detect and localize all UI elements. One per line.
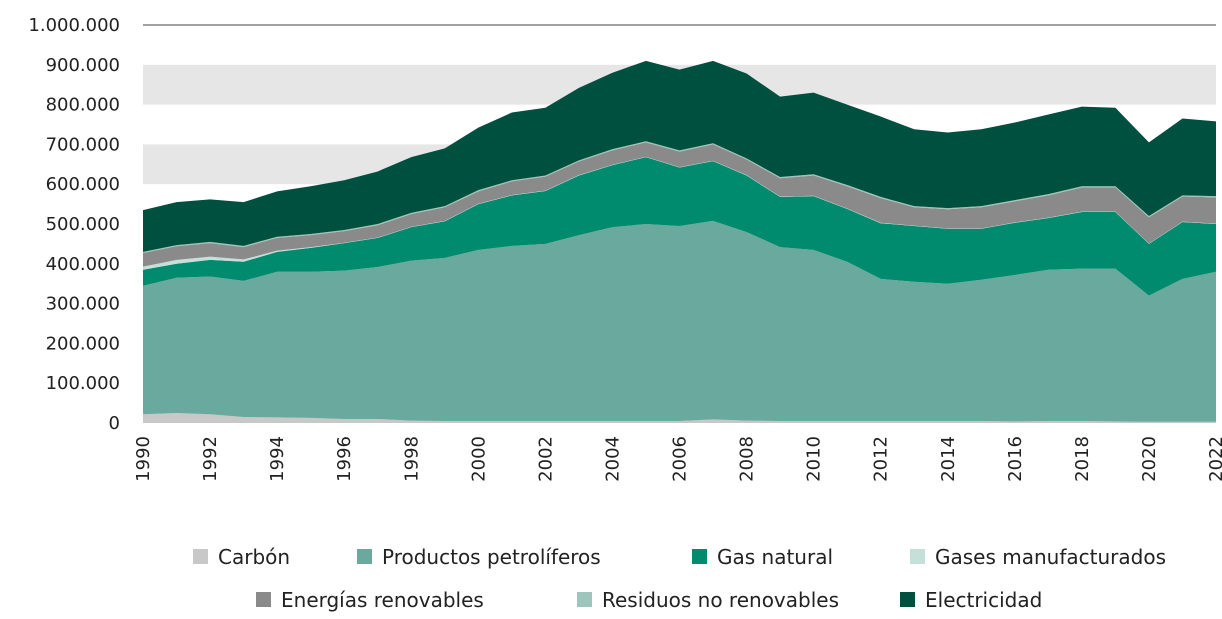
y-tick-label: 200.000 — [46, 333, 120, 354]
legend-swatch — [910, 549, 925, 564]
x-tick-label: 2014 — [938, 436, 959, 482]
legend-label: Productos petrolíferos — [382, 545, 601, 569]
x-tick-label: 2002 — [535, 436, 556, 482]
legend-label: Electricidad — [925, 588, 1042, 612]
area — [143, 142, 1216, 267]
y-tick-label: 600.000 — [46, 174, 120, 195]
x-tick-label: 2020 — [1139, 436, 1160, 482]
x-tick-label: 1994 — [267, 436, 288, 482]
legend-swatch — [193, 549, 208, 564]
x-tick-label: 1990 — [133, 436, 154, 482]
legend-swatch — [692, 549, 707, 564]
legend-label: Gas natural — [717, 545, 833, 569]
area — [143, 220, 1216, 422]
x-tick-label: 1992 — [200, 436, 221, 482]
legend-swatch — [256, 592, 271, 607]
x-tick-label: 2006 — [670, 436, 691, 482]
x-tick-label: 2018 — [1072, 436, 1093, 482]
x-tick-label: 2000 — [468, 436, 489, 482]
legend-label: Carbón — [218, 545, 290, 569]
area — [143, 60, 1216, 252]
legend-swatch — [900, 592, 915, 607]
y-tick-label: 100.000 — [46, 373, 120, 394]
legend-swatch — [577, 592, 592, 607]
x-tick-label: 2010 — [804, 436, 825, 482]
x-tick-label: 2016 — [1005, 436, 1026, 482]
y-tick-label: 1.000.000 — [28, 15, 120, 36]
x-tick-label: 2012 — [871, 436, 892, 482]
x-tick-label: 2022 — [1206, 436, 1222, 482]
y-tick-label: 800.000 — [46, 95, 120, 116]
area — [143, 156, 1216, 270]
legend-label: Energías renovables — [281, 588, 484, 612]
x-tick-label: 2008 — [737, 436, 758, 482]
y-tick-label: 300.000 — [46, 294, 120, 315]
legend-swatch — [357, 549, 372, 564]
legend-label: Gases manufacturados — [935, 545, 1166, 569]
legend-label: Residuos no renovables — [602, 588, 839, 612]
x-tick-label: 1998 — [401, 436, 422, 482]
y-tick-label: 0 — [109, 413, 120, 434]
y-tick-label: 700.000 — [46, 134, 120, 155]
y-tick-label: 900.000 — [46, 55, 120, 76]
x-tick-label: 2004 — [602, 436, 623, 482]
y-tick-label: 400.000 — [46, 254, 120, 275]
x-tick-label: 1996 — [334, 436, 355, 482]
y-tick-label: 500.000 — [46, 214, 120, 235]
area — [143, 157, 1216, 296]
